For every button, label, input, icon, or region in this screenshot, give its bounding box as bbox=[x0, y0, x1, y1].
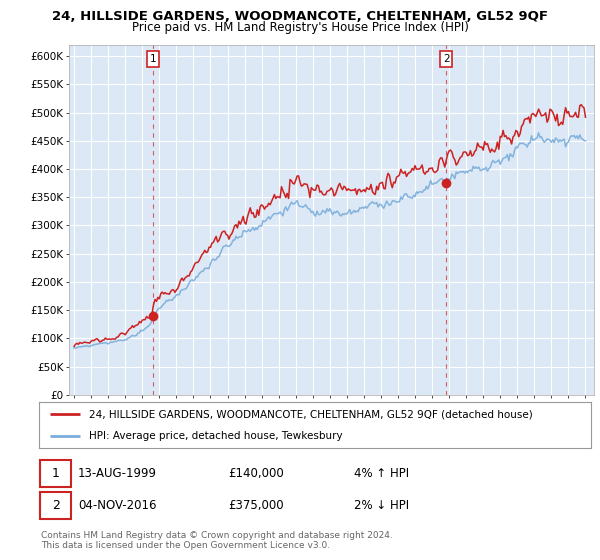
Text: 1: 1 bbox=[52, 466, 60, 480]
Text: 24, HILLSIDE GARDENS, WOODMANCOTE, CHELTENHAM, GL52 9QF (detached house): 24, HILLSIDE GARDENS, WOODMANCOTE, CHELT… bbox=[89, 409, 532, 419]
Text: 24, HILLSIDE GARDENS, WOODMANCOTE, CHELTENHAM, GL52 9QF: 24, HILLSIDE GARDENS, WOODMANCOTE, CHELT… bbox=[52, 10, 548, 23]
Text: 2: 2 bbox=[52, 498, 60, 512]
Text: £140,000: £140,000 bbox=[228, 466, 284, 480]
Text: Price paid vs. HM Land Registry's House Price Index (HPI): Price paid vs. HM Land Registry's House … bbox=[131, 21, 469, 34]
Text: Contains HM Land Registry data © Crown copyright and database right 2024.
This d: Contains HM Land Registry data © Crown c… bbox=[41, 531, 392, 550]
Text: 2: 2 bbox=[443, 54, 449, 64]
Text: HPI: Average price, detached house, Tewkesbury: HPI: Average price, detached house, Tewk… bbox=[89, 431, 343, 441]
Text: 2% ↓ HPI: 2% ↓ HPI bbox=[354, 498, 409, 512]
Text: 1: 1 bbox=[149, 54, 156, 64]
Text: 04-NOV-2016: 04-NOV-2016 bbox=[78, 498, 157, 512]
Text: £375,000: £375,000 bbox=[228, 498, 284, 512]
Text: 13-AUG-1999: 13-AUG-1999 bbox=[78, 466, 157, 480]
Text: 4% ↑ HPI: 4% ↑ HPI bbox=[354, 466, 409, 480]
